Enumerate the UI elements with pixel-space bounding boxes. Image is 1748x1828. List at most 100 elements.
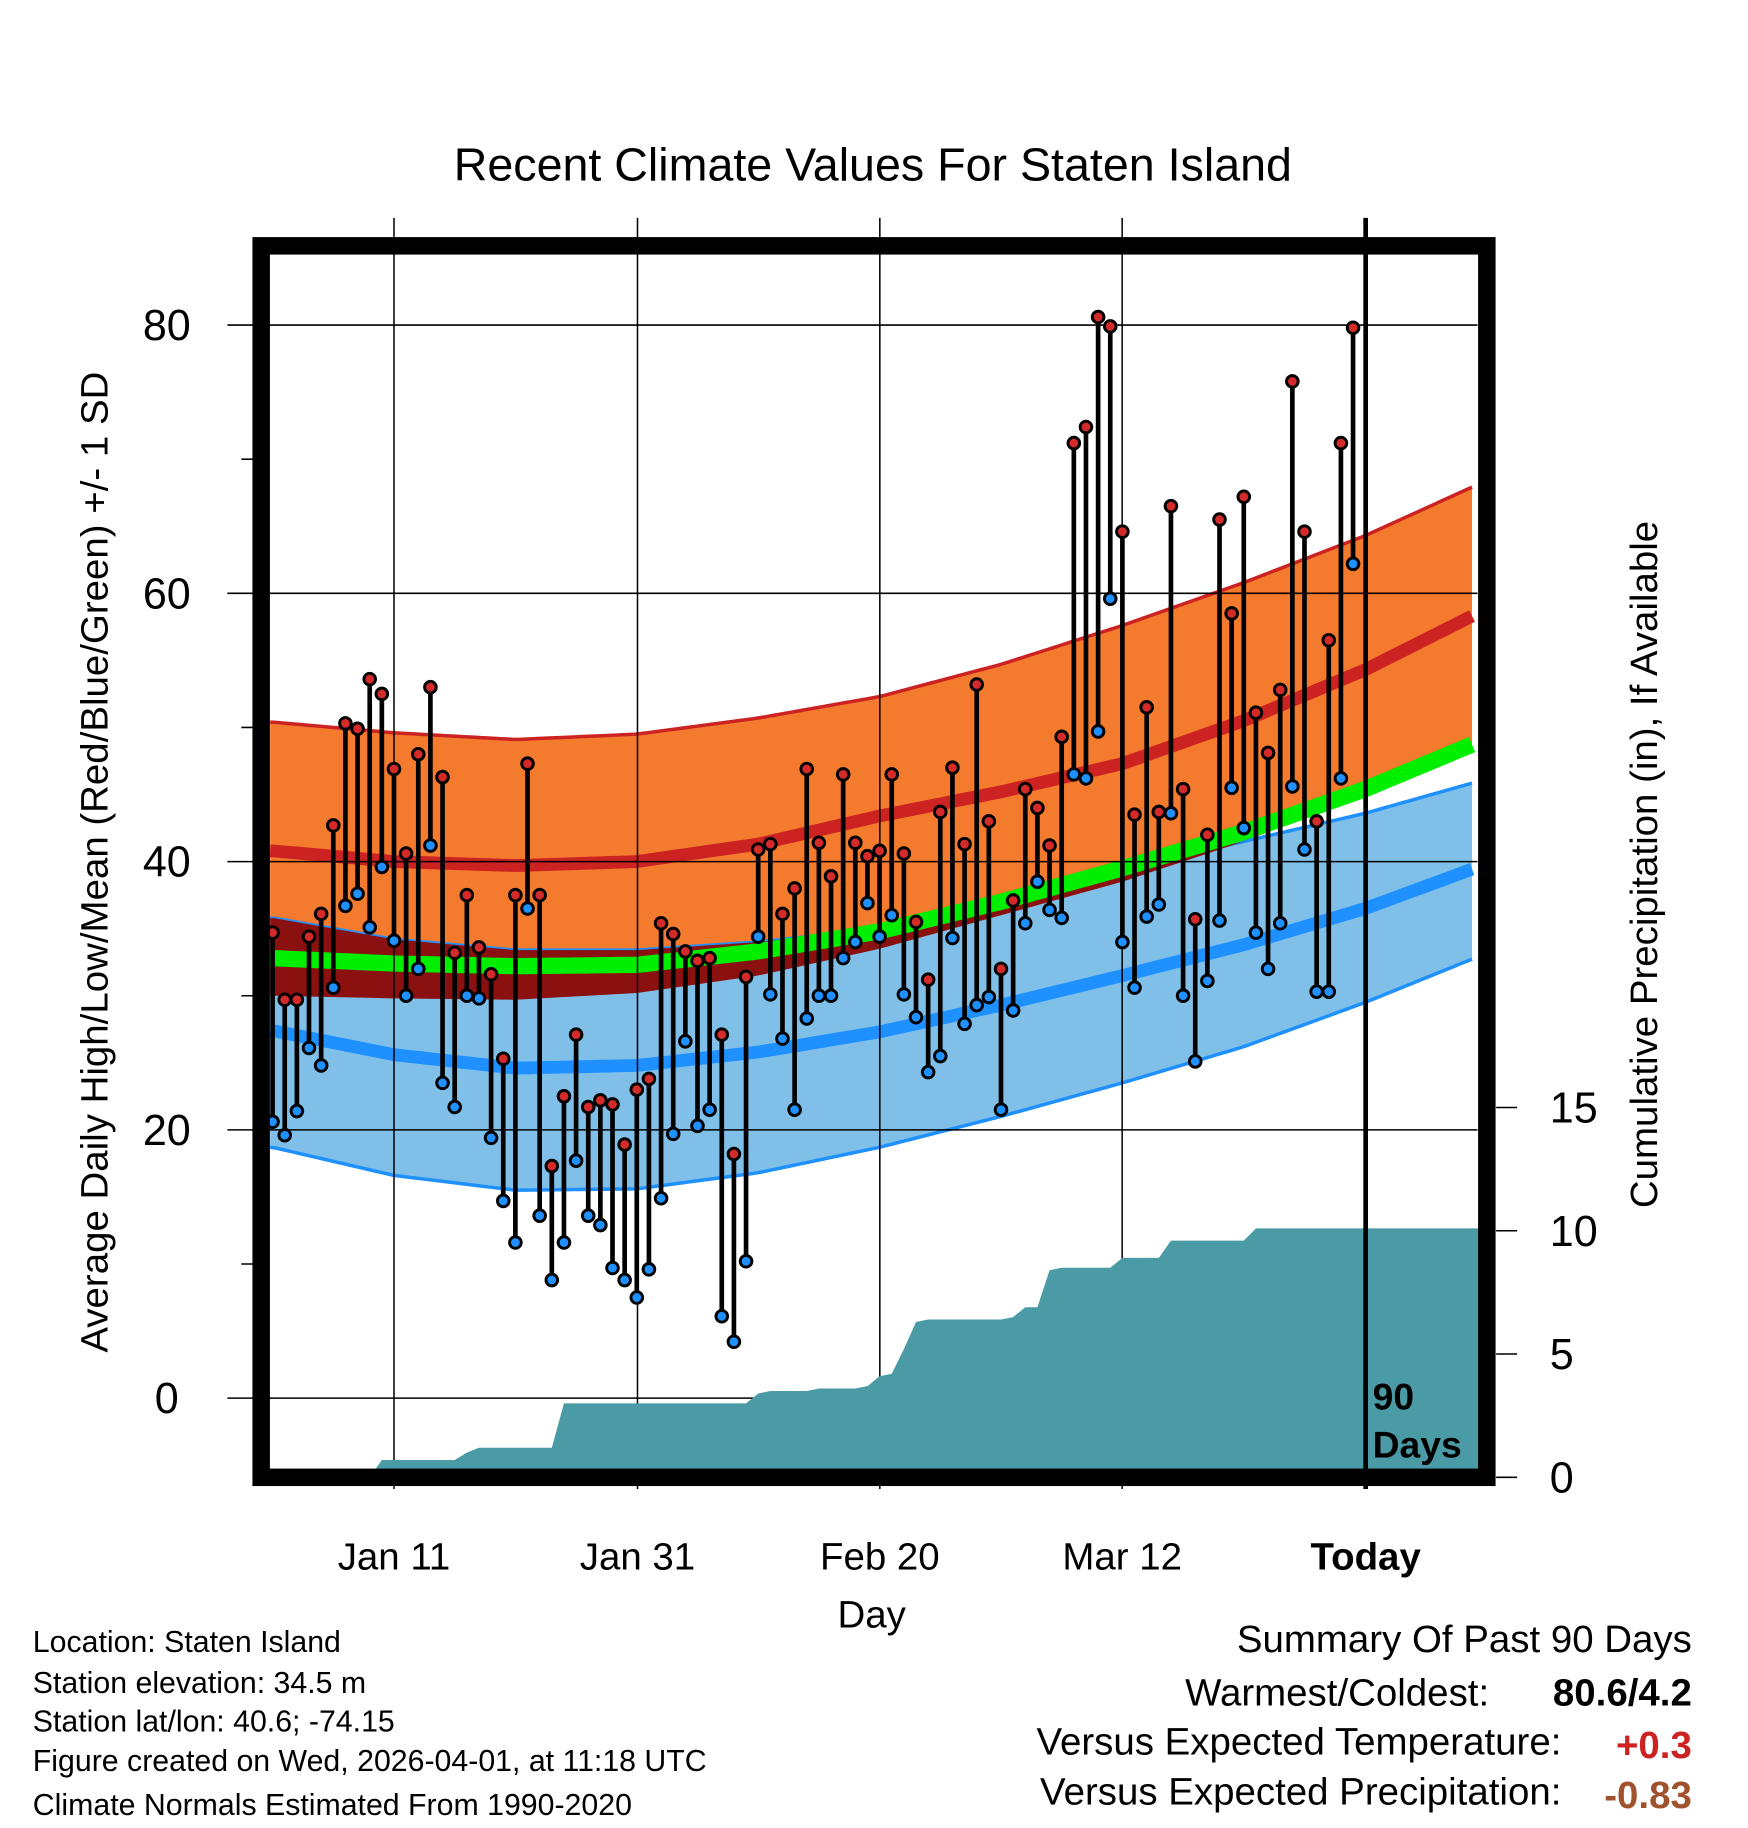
low-temp-point: [1042, 902, 1057, 918]
high-temp-point: [459, 887, 475, 903]
low-temp-point: [920, 1064, 936, 1080]
low-temp-point: [1151, 897, 1167, 912]
low-temp-point: [945, 930, 960, 946]
high-temp-point: [1321, 632, 1337, 648]
high-temp-point: [532, 887, 547, 903]
warmest-label: Warmest/Coldest:: [1185, 1672, 1489, 1715]
high-temp-point: [835, 767, 851, 782]
high-mean-line: [269, 610, 1475, 872]
today-marker-label-2: Days: [1373, 1424, 1462, 1466]
high-temp-point: [350, 721, 365, 737]
y-axis-label: Average Daily High/Low/Mean (Red/Blue/Gr…: [73, 372, 116, 1353]
high-temp-point: [933, 804, 948, 820]
low-temp-point: [1321, 984, 1337, 999]
low-temp-point: [1272, 915, 1288, 931]
low-temp-point: [860, 895, 875, 911]
low-temp-point: [957, 1016, 972, 1032]
mean-line: [269, 737, 1476, 975]
daily-points: [265, 309, 1361, 1350]
x-axis-label: Day: [837, 1594, 906, 1637]
high-temp-point: [629, 1082, 645, 1097]
low-temp-point: [884, 907, 900, 923]
low-temp-point: [605, 1260, 620, 1276]
high-temp-point: [1212, 512, 1227, 527]
low-temp-point: [423, 838, 438, 853]
low-temp-point: [775, 1031, 790, 1046]
high-temp-point: [848, 835, 863, 851]
low-temp-point: [665, 1126, 681, 1142]
summary-panel: Summary Of Past 90 Days Warmest/Coldest:…: [1036, 1618, 1691, 1817]
precip-area-group: [266, 1228, 1481, 1478]
temp-anomaly-label: Versus Expected Temperature:: [1036, 1721, 1561, 1764]
high-temp-point: [920, 972, 936, 987]
x-tick-label: Mar 12: [1062, 1535, 1182, 1578]
high-temp-point: [775, 906, 790, 922]
low-temp-point: [969, 997, 984, 1013]
low-temp-point: [435, 1075, 450, 1091]
low-temp-point: [350, 886, 365, 902]
low-temp-point: [981, 989, 997, 1005]
high-temp-point: [301, 929, 317, 944]
high-temp-point: [447, 945, 462, 961]
high-temp-point: [726, 1146, 742, 1162]
low-temp-point: [508, 1235, 523, 1250]
low-temp-point: [1175, 988, 1191, 1003]
overlap-band: [270, 748, 1473, 1000]
y2-axis-label: Cumulative Precipitation (in), If Availa…: [1623, 521, 1666, 1208]
high-temp-point: [714, 1027, 730, 1042]
high-temp-point: [1236, 489, 1252, 505]
low-temp-point: [848, 934, 863, 950]
high-temp-point: [945, 760, 960, 775]
summary-heading: Summary Of Past 90 Days: [1237, 1618, 1692, 1661]
x-tick-label: Jan 11: [338, 1535, 451, 1578]
high-temp-point: [1260, 745, 1276, 761]
high-temp-point: [1151, 804, 1167, 820]
chart-title: Recent Climate Values For Staten Island: [454, 139, 1292, 191]
low-temp-point: [896, 987, 912, 1002]
high-temp-point: [398, 846, 414, 861]
high-temp-point: [1090, 309, 1106, 325]
high-temp-point: [410, 746, 426, 762]
high-temp-point: [750, 842, 766, 857]
low-temp-point: [1054, 910, 1069, 926]
high-temp-point: [1224, 606, 1239, 621]
low-temp-point: [1212, 913, 1227, 928]
high-temp-point: [969, 677, 984, 692]
high-temp-point: [860, 848, 875, 864]
low-temp-point: [398, 988, 414, 1003]
low-temp-point: [714, 1308, 730, 1324]
high-temp-point: [1017, 781, 1033, 797]
low-temp-point: [277, 1127, 293, 1143]
temp-anomaly-value: +0.3: [1616, 1724, 1692, 1767]
high-temp-point: [1200, 827, 1215, 843]
precip-anomaly-value: -0.83: [1604, 1774, 1692, 1817]
y2-tick-label: 0: [1550, 1454, 1574, 1502]
high-temp-point: [738, 969, 754, 985]
high-temp-point: [471, 940, 487, 955]
high-temp-point: [1285, 374, 1300, 389]
x-tick-label: Jan 31: [580, 1535, 695, 1578]
footer-location: Location: Staten Island: [33, 1626, 341, 1659]
x-tick-label: Today: [1310, 1535, 1421, 1578]
high-temp-point: [1078, 419, 1094, 435]
y2-tick-label: 5: [1550, 1331, 1574, 1379]
high-temp-point: [289, 992, 305, 1008]
low-temp-point: [1115, 934, 1130, 950]
high-temp-point: [1066, 435, 1082, 451]
high-temp-point: [1297, 524, 1312, 539]
low-temp-point: [410, 961, 426, 977]
low-temp-point: [1005, 1003, 1021, 1018]
high-temp-point: [1175, 781, 1191, 797]
footer-normals: Climate Normals Estimated From 1990-2020: [33, 1789, 632, 1822]
low-temp-point: [750, 929, 766, 944]
y-tick-label: 20: [143, 1107, 191, 1155]
low-temp-point: [544, 1272, 560, 1288]
high-temp-point: [884, 767, 900, 782]
low-temp-point: [483, 1130, 499, 1146]
low-temp-point: [1200, 973, 1215, 989]
low-temp-point: [362, 920, 377, 935]
low-temp-point: [593, 1217, 608, 1233]
low-temp-point: [520, 901, 535, 916]
high-temp-point: [823, 869, 839, 884]
warmest-value: 80.6/4.2: [1553, 1672, 1692, 1715]
